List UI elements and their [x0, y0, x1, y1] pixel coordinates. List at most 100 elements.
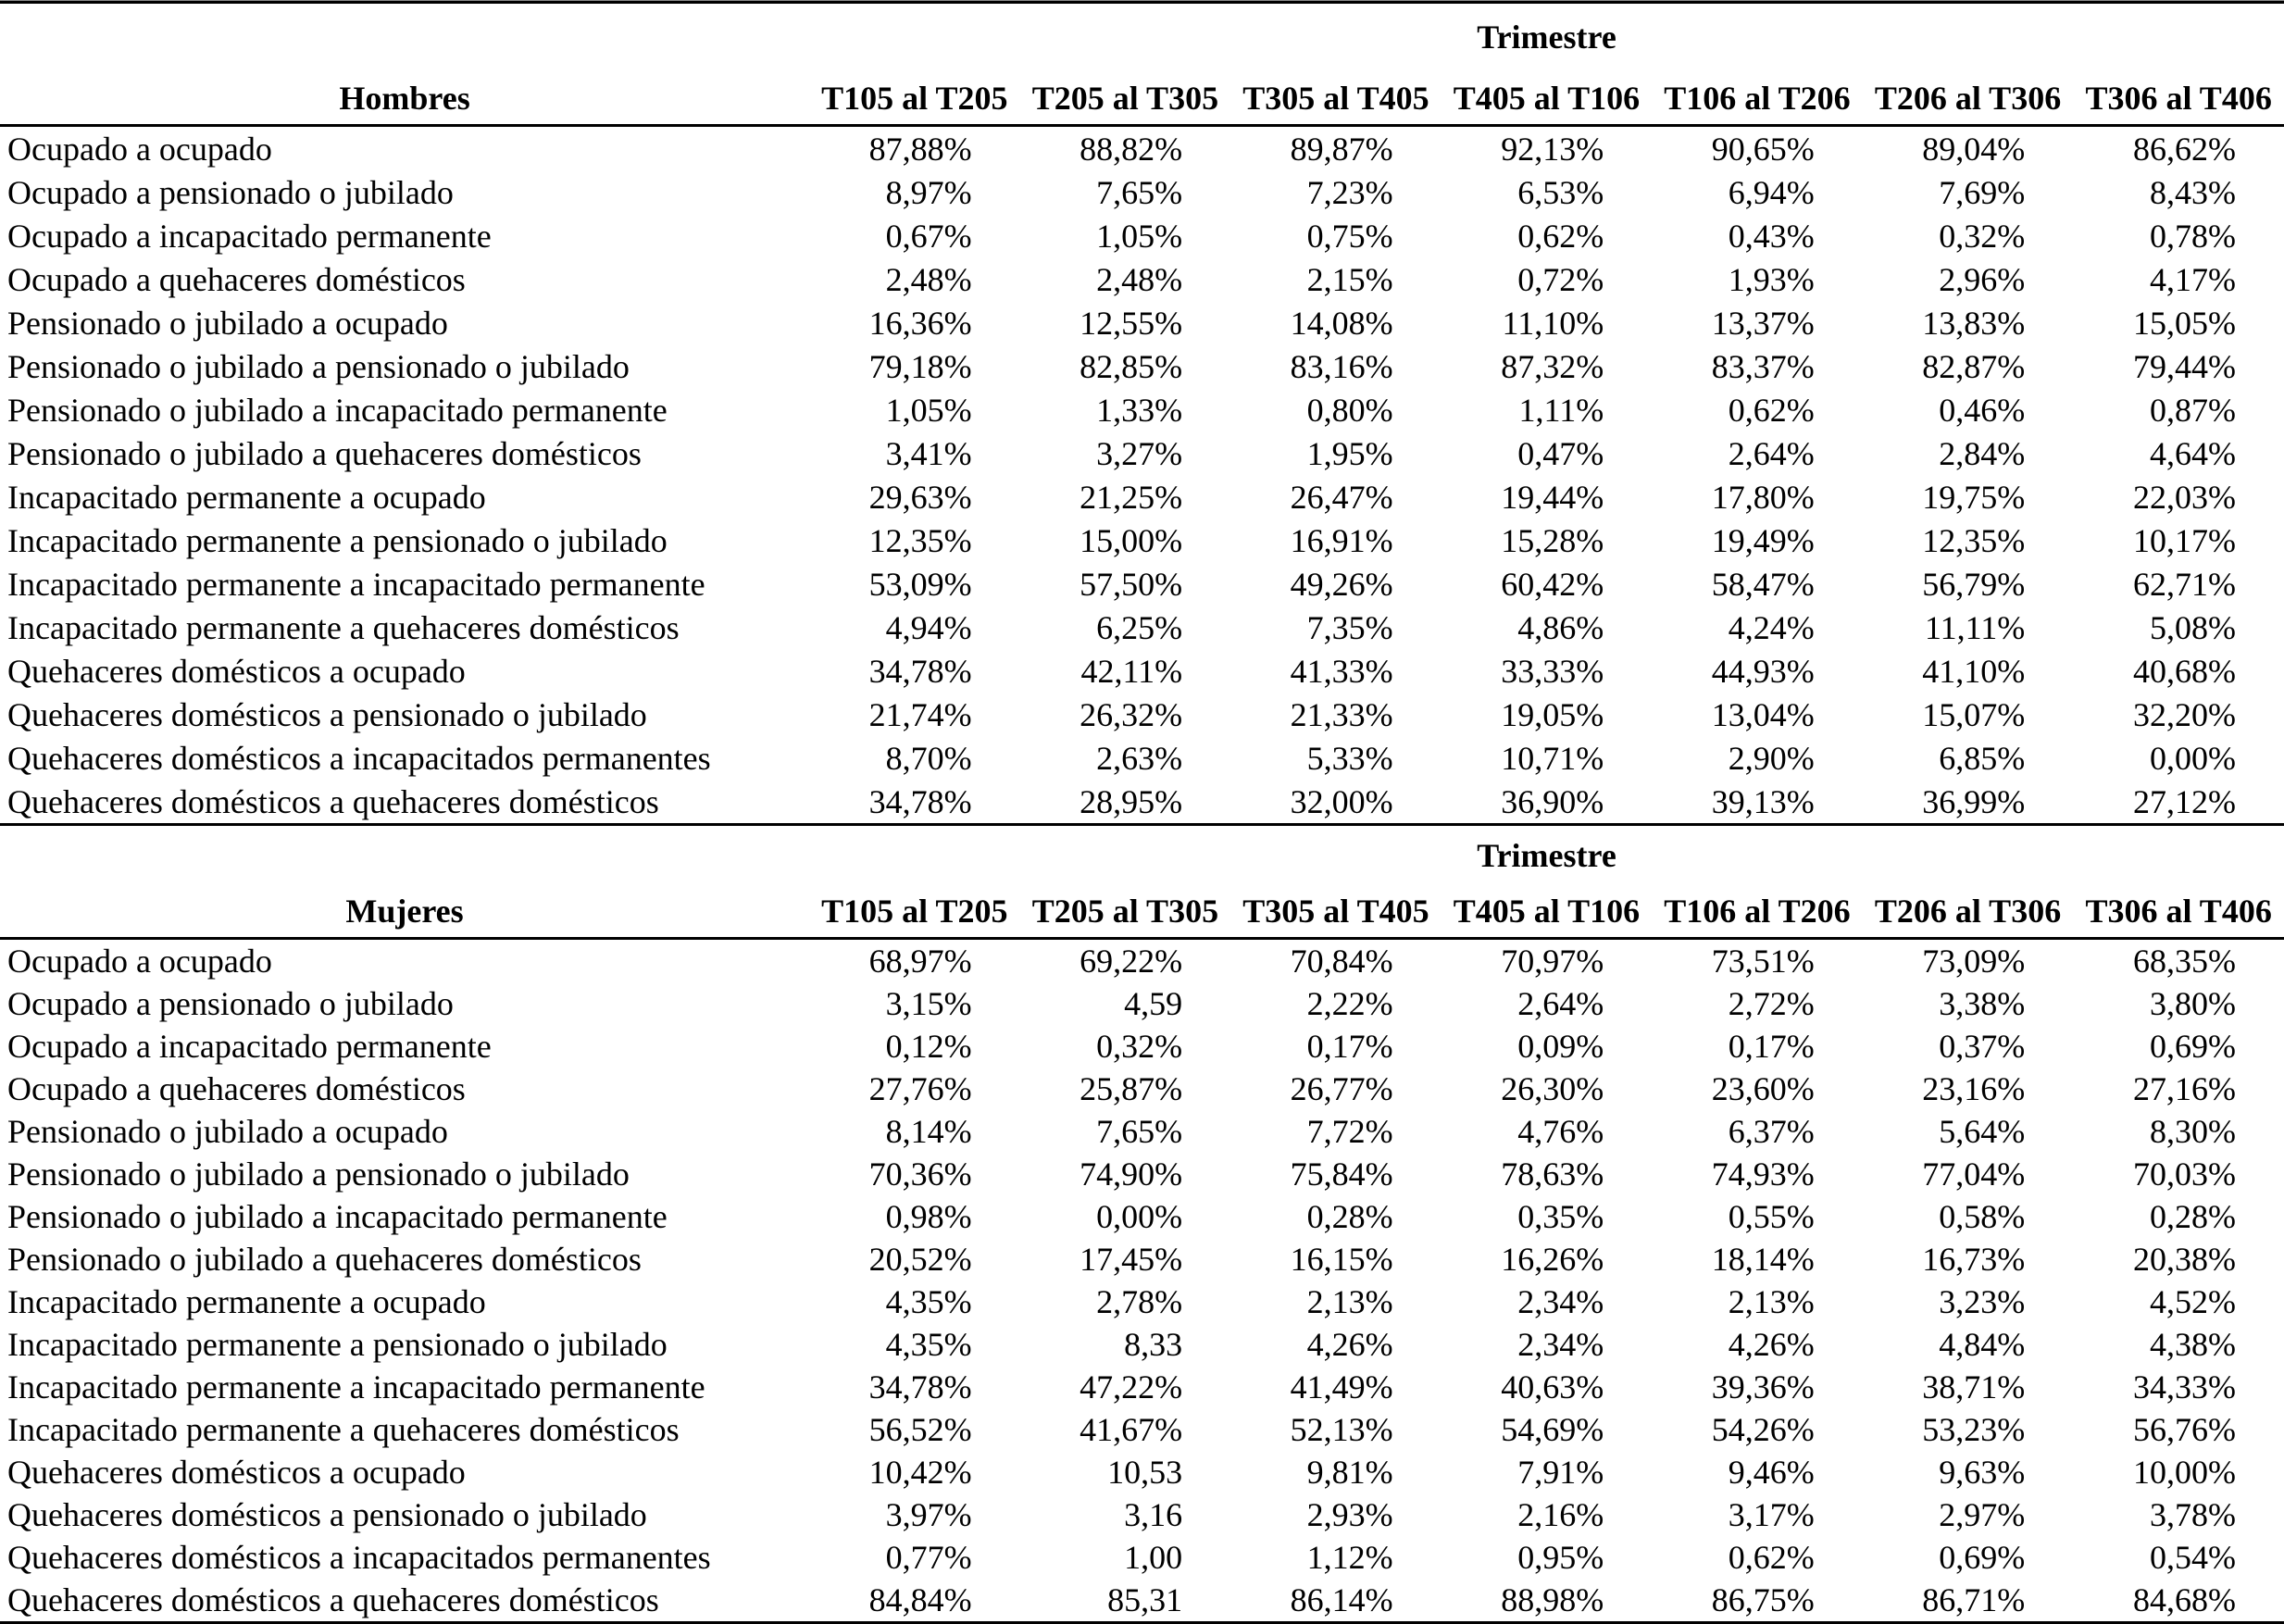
value-cell: 19,44% [1501, 478, 1604, 516]
column-header-row: Mujeres T105 al T205 T205 al T305 T305 a… [0, 878, 2284, 939]
value-cell: 88,82% [1080, 130, 1183, 168]
value-cell: 7,69% [1939, 173, 2026, 211]
value-cell: 34,78% [868, 782, 972, 820]
mujeres-header: Mujeres [345, 893, 464, 930]
value-cell: 8,97% [885, 173, 972, 211]
value-cell: 90,65% [1711, 130, 1815, 168]
table-row: Pensionado o jubilado a ocupado 8,14% 7,65… [0, 1110, 2284, 1153]
value-cell: 0,69% [2150, 1028, 2236, 1065]
value-cell: 21,74% [868, 695, 972, 733]
column-header: T206 al T306 [1874, 893, 2062, 930]
row-label: Quehaceres domésticos a ocupado [7, 652, 466, 690]
value-cell: 78,63% [1501, 1156, 1604, 1193]
value-cell: 4,17% [2150, 260, 2236, 298]
value-cell: 13,83% [1922, 304, 2026, 342]
value-cell: 9,46% [1728, 1454, 1815, 1491]
value-cell: 70,84% [1290, 943, 1393, 980]
value-cell: 86,75% [1711, 1581, 1815, 1618]
value-cell: 2,13% [1306, 1283, 1393, 1320]
table-row: Quehaceres domésticos a quehaceres domés… [0, 780, 2284, 825]
value-cell: 2,84% [1939, 434, 2026, 472]
value-cell: 10,71% [1501, 739, 1604, 777]
value-cell: 53,09% [868, 565, 972, 603]
value-cell: 27,12% [2133, 782, 2236, 820]
value-cell: 0,35% [1517, 1198, 1604, 1235]
table-row: Ocupado a quehaceres domésticos 2,48% 2,48… [0, 257, 2284, 301]
row-label: Incapacitado permanente a ocupado [7, 478, 486, 516]
value-cell: 52,13% [1290, 1411, 1393, 1448]
value-cell: 7,65% [1096, 1113, 1183, 1150]
value-cell: 8,70% [885, 739, 972, 777]
value-cell: 2,97% [1939, 1496, 2026, 1533]
value-cell: 23,16% [1922, 1070, 2026, 1107]
value-cell: 18,14% [1711, 1241, 1815, 1278]
table-row: Incapacitado permanente a ocupado 29,63% 2… [0, 475, 2284, 518]
transition-table-hombres: Trimestre Hombres T105 al T205 T205 al T… [0, 4, 2284, 826]
row-label: Quehaceres domésticos a incapacitados pe… [7, 1539, 711, 1576]
row-label: Ocupado a ocupado [7, 943, 272, 980]
row-label: Incapacitado permanente a pensionado o j… [7, 1326, 668, 1363]
row-label: Quehaceres domésticos a quehaceres domés… [7, 782, 659, 820]
value-cell: 73,51% [1711, 943, 1815, 980]
table-row: Quehaceres domésticos a ocupado 10,42% 10,… [0, 1451, 2284, 1493]
value-cell: 3,16 [1124, 1496, 1183, 1533]
group-header-row: Trimestre [0, 4, 2284, 59]
value-cell: 40,68% [2133, 652, 2236, 690]
value-cell: 2,96% [1939, 260, 2026, 298]
value-cell: 20,38% [2133, 1241, 2236, 1278]
value-cell: 16,26% [1501, 1241, 1604, 1278]
value-cell: 29,63% [868, 478, 972, 516]
table-row: Pensionado o jubilado a quehaceres domés… [0, 1238, 2284, 1280]
value-cell: 0,47% [1517, 434, 1604, 472]
value-cell: 44,93% [1711, 652, 1815, 690]
table-row: Pensionado o jubilado a incapacitado per… [0, 388, 2284, 431]
value-cell: 74,93% [1711, 1156, 1815, 1193]
table-row: Incapacitado permanente a incapacitado p… [0, 1366, 2284, 1408]
value-cell: 0,72% [1517, 260, 1604, 298]
value-cell: 0,75% [1306, 217, 1393, 255]
row-label: Pensionado o jubilado a quehaceres domés… [7, 434, 642, 472]
value-cell: 85,31 [1107, 1581, 1183, 1618]
row-label: Ocupado a incapacitado permanente [7, 217, 492, 255]
value-cell: 82,87% [1922, 347, 2026, 385]
value-cell: 42,11% [1080, 652, 1183, 690]
value-cell: 2,72% [1728, 985, 1815, 1022]
value-cell: 70,36% [868, 1156, 972, 1193]
value-cell: 77,04% [1922, 1156, 2026, 1193]
value-cell: 2,64% [1517, 985, 1604, 1022]
value-cell: 8,30% [2150, 1113, 2236, 1150]
row-label: Incapacitado permanente a quehaceres dom… [7, 1411, 680, 1448]
value-cell: 10,53 [1107, 1454, 1183, 1491]
value-cell: 23,60% [1711, 1070, 1815, 1107]
value-cell: 41,33% [1290, 652, 1393, 690]
value-cell: 5,08% [2150, 608, 2236, 646]
value-cell: 36,90% [1501, 782, 1604, 820]
value-cell: 4,94% [885, 608, 972, 646]
column-header: T105 al T205 [821, 80, 1008, 117]
row-label: Quehaceres domésticos a incapacitados pe… [7, 739, 711, 777]
value-cell: 26,30% [1501, 1070, 1604, 1107]
row-label: Incapacitado permanente a ocupado [7, 1283, 486, 1320]
value-cell: 68,35% [2133, 943, 2236, 980]
value-cell: 22,03% [2133, 478, 2236, 516]
value-cell: 4,38% [2150, 1326, 2236, 1363]
row-label: Quehaceres domésticos a ocupado [7, 1454, 466, 1491]
value-cell: 38,71% [1922, 1368, 2026, 1405]
row-label: Ocupado a ocupado [7, 130, 272, 168]
value-cell: 75,84% [1290, 1156, 1393, 1193]
table-row: Ocupado a ocupado 87,88% 88,82% 89,87% 92,13… [0, 126, 2284, 171]
value-cell: 0,12% [885, 1028, 972, 1065]
value-cell: 28,95% [1080, 782, 1183, 820]
table-row: Pensionado o jubilado a pensionado o jub… [0, 1153, 2284, 1195]
row-label: Ocupado a quehaceres domésticos [7, 260, 466, 298]
table-row: Pensionado o jubilado a pensionado o jub… [0, 344, 2284, 388]
value-cell: 10,42% [868, 1454, 972, 1491]
transition-table-mujeres: Trimestre Mujeres T105 al T205 T205 al T… [0, 826, 2284, 1624]
value-cell: 0,28% [1306, 1198, 1393, 1235]
value-cell: 7,72% [1306, 1113, 1393, 1150]
value-cell: 16,15% [1290, 1241, 1393, 1278]
value-cell: 4,26% [1306, 1326, 1393, 1363]
value-cell: 7,23% [1306, 173, 1393, 211]
table-row: Incapacitado permanente a incapacitado p… [0, 562, 2284, 606]
value-cell: 3,27% [1096, 434, 1183, 472]
